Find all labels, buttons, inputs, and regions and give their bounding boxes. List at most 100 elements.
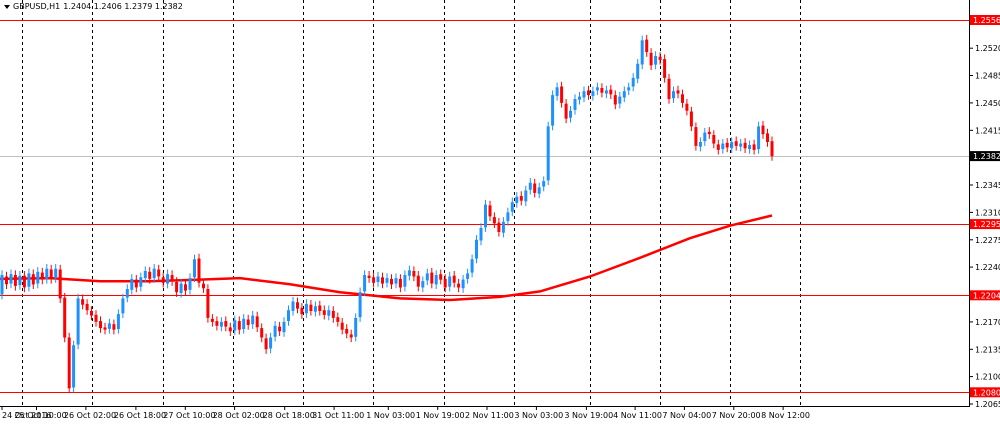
time-tick-label: 3 Nov 19:00 [564, 411, 613, 420]
bull-candle [251, 310, 255, 329]
candle-body [770, 141, 774, 157]
candle-body [524, 190, 528, 202]
bull-candle [542, 176, 546, 192]
bull-candle [501, 217, 505, 238]
candle-body [210, 318, 214, 322]
bull-candle [479, 223, 483, 246]
candle-body [748, 145, 752, 149]
candle-body [18, 275, 22, 286]
candles-layer [0, 34, 774, 394]
bear-candle [81, 294, 85, 310]
candle-body [676, 90, 680, 94]
candle-body [685, 103, 689, 111]
bull-candle [595, 82, 599, 96]
bull-candle [282, 317, 286, 337]
candle-body [215, 321, 219, 326]
candle-body [246, 319, 250, 325]
candle-body [45, 268, 49, 279]
candle-body [573, 99, 577, 110]
price-tick-label: 1.2275 [975, 236, 1000, 245]
candle-body [269, 337, 273, 349]
bull-candle [358, 287, 362, 322]
price-tick-label: 1.2065 [975, 400, 1000, 409]
bear-candle [40, 267, 44, 285]
candle-body [54, 268, 58, 279]
bull-candle [510, 197, 514, 217]
candle-body [309, 304, 313, 311]
candle-body [152, 268, 156, 279]
bear-candle [372, 272, 376, 288]
candle-body [613, 95, 617, 105]
bull-candle [569, 106, 572, 123]
candle-body [161, 277, 165, 283]
time-tick-label: 4 Nov 11:00 [613, 411, 662, 420]
time-tick-label: 2 Nov 11:00 [465, 411, 514, 420]
bear-candle [237, 316, 241, 335]
candle-body [0, 275, 4, 295]
candle-body [322, 310, 326, 315]
bull-candle [537, 182, 541, 199]
bear-candle [31, 269, 35, 289]
bull-candle [327, 305, 331, 321]
candle-body [179, 283, 183, 293]
candle-body [542, 181, 546, 187]
candle-body [345, 328, 349, 334]
candle-body [672, 91, 675, 99]
level-label-text: 1.2080 [973, 388, 1000, 397]
dropdown-triangle-icon[interactable] [4, 4, 10, 9]
bull-candle [116, 309, 120, 334]
bull-candle [466, 268, 470, 284]
bull-candle [461, 275, 465, 293]
time-tick-label: 8 Nov 12:00 [761, 411, 810, 420]
bear-candle [309, 300, 313, 316]
price-tick-label: 1.2100 [975, 373, 1000, 382]
bull-candle [188, 273, 192, 295]
price-tick-label: 1.2520 [975, 44, 1000, 53]
candle-body [649, 52, 653, 66]
candle-body [425, 273, 429, 281]
bear-candle [587, 85, 590, 100]
bull-candle [27, 268, 31, 292]
bear-candle [322, 305, 326, 320]
bear-candle [743, 138, 747, 153]
candle-body [421, 281, 425, 288]
bear-candle [412, 266, 416, 282]
candle-body [76, 298, 80, 345]
bull-candle [407, 265, 411, 281]
candle-body [94, 314, 98, 322]
bear-candle [99, 316, 102, 333]
bear-candle [734, 136, 738, 151]
bear-candle [457, 278, 461, 293]
candle-body [184, 284, 187, 291]
bull-candle [604, 85, 608, 99]
candle-body [36, 271, 40, 284]
bear-candle [340, 318, 344, 335]
price-tick-label: 1.2415 [975, 126, 1000, 135]
candle-body [99, 321, 102, 329]
bull-candle [219, 317, 223, 332]
bear-candle [716, 139, 720, 155]
candle-body [170, 275, 174, 282]
bull-candle [179, 278, 183, 298]
bull-candle [698, 137, 702, 152]
candle-body [551, 95, 555, 126]
candle-body [125, 289, 129, 298]
bear-candle [224, 316, 228, 332]
bull-candle [403, 270, 407, 292]
symbol-timeframe: GBPUSD,H1 [13, 2, 61, 11]
candle-body [600, 88, 604, 93]
candle-body [510, 202, 514, 212]
candle-body [519, 196, 523, 201]
bear-candle [649, 48, 653, 71]
candle-body [157, 269, 161, 277]
bull-candle [484, 199, 487, 232]
bull-candle [76, 293, 80, 350]
bear-candle [197, 253, 201, 288]
candle-body [604, 90, 608, 94]
candle-body [219, 321, 223, 327]
candle-body [721, 143, 725, 150]
bull-candle [394, 273, 398, 289]
